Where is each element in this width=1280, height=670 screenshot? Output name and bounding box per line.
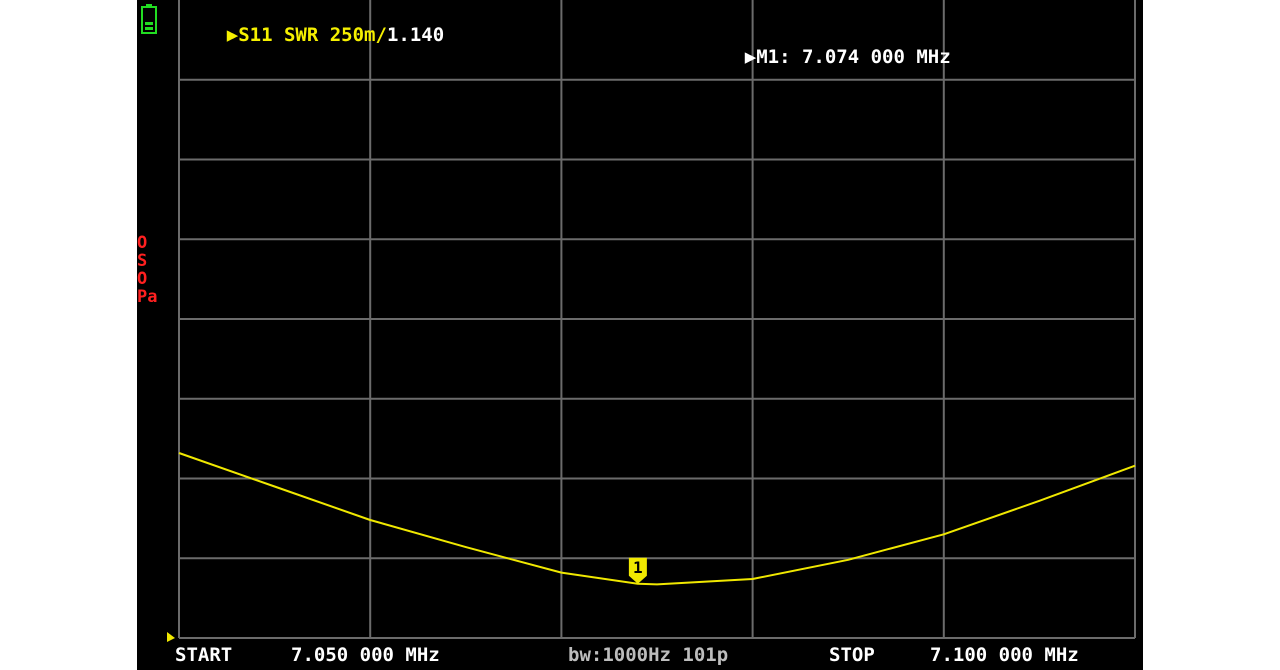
triangle-pointer-icon: ▶	[744, 46, 757, 68]
marker-1-icon[interactable]: 1	[628, 557, 647, 584]
trace-format-label: S11 SWR 250m/	[238, 24, 387, 46]
trace-label[interactable]: ▶S11 SWR 250m/1.140	[181, 2, 444, 68]
marker-label: 1	[633, 558, 643, 577]
osd-letter: Pa	[137, 287, 158, 307]
triangle-pointer-icon: ▶	[226, 24, 239, 46]
marker-flag	[628, 557, 647, 584]
swr-trace-line	[178, 452, 1136, 586]
swr-chart: 1	[167, 0, 1136, 642]
marker-frequency: M1: 7.074 000 MHz	[756, 46, 951, 68]
trace-layer	[178, 452, 1136, 586]
trace-value: 1.140	[386, 24, 445, 46]
osd-letter: O	[137, 233, 148, 253]
battery-icon	[141, 4, 157, 34]
start-label[interactable]: START	[175, 644, 233, 666]
bandwidth-points[interactable]: bw:1000Hz 101p	[568, 644, 729, 666]
osd-letter: O	[137, 269, 148, 289]
osd-indicator: O S O Pa	[137, 234, 167, 306]
reference-level-marker	[167, 632, 175, 642]
stop-frequency[interactable]: 7.100 000 MHz	[930, 644, 1079, 666]
chart-grid	[167, 0, 1136, 642]
stop-label[interactable]: STOP	[829, 644, 875, 666]
marker-layer: 1	[628, 557, 647, 584]
start-frequency[interactable]: 7.050 000 MHz	[291, 644, 440, 666]
osd-letter: S	[137, 251, 148, 271]
marker-readout[interactable]: ▶M1: 7.074 000 MHz	[699, 24, 951, 90]
footer-bar: START 7.050 000 MHz bw:1000Hz 101p STOP …	[137, 643, 1143, 670]
nanovna-screen: 1 ▶S11 SWR 250m/1.140 ▶M1: 7.074 000 MHz…	[137, 0, 1143, 670]
